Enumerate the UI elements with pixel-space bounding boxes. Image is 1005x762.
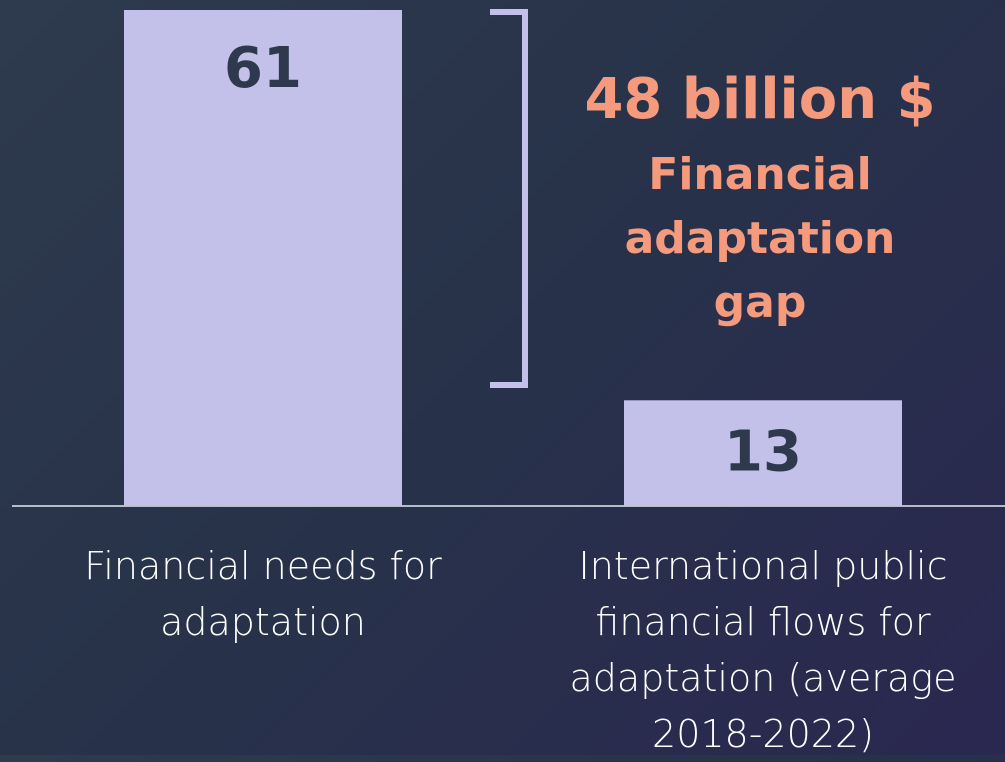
bar <box>624 400 902 506</box>
annotation-title: 48 billion $ <box>584 67 936 132</box>
gap-bracket <box>490 9 528 388</box>
category-label: International public financial flows for… <box>569 544 957 756</box>
annotation-text: Financial adaptation gap <box>624 149 896 328</box>
bar <box>124 10 402 506</box>
value-label: 61 <box>224 36 302 101</box>
category-label: Financial needs for adaptation <box>84 544 442 644</box>
value-label: 13 <box>724 419 802 484</box>
